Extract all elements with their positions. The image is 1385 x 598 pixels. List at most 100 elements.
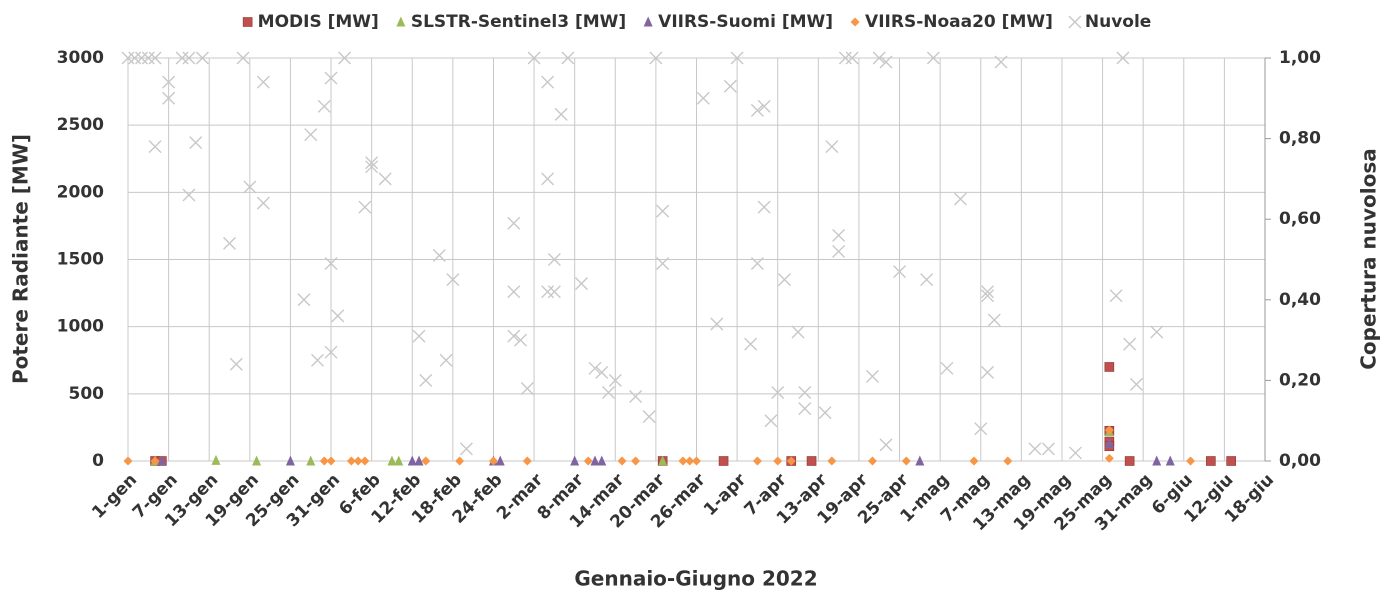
- marker-x: [317, 99, 331, 113]
- marker-x: [893, 265, 907, 279]
- marker-triangle: [597, 455, 607, 466]
- marker-x: [324, 71, 338, 85]
- marker-x: [175, 51, 189, 65]
- marker-square: [1226, 456, 1236, 466]
- marker-x: [507, 216, 521, 230]
- marker-x: [608, 373, 622, 387]
- marker-x: [602, 385, 616, 399]
- legend-label: VIIRS-Noaa20 [MW]: [865, 12, 1053, 32]
- marker-x: [595, 365, 609, 379]
- marker-x: [981, 365, 995, 379]
- marker-x: [656, 257, 670, 271]
- marker-square: [806, 456, 817, 466]
- marker-x: [1150, 325, 1164, 339]
- marker-x: [141, 51, 155, 65]
- marker-x: [520, 381, 534, 395]
- marker-x: [764, 414, 778, 428]
- marker-x: [304, 128, 318, 142]
- y2-tick-label: 0,00: [1279, 451, 1321, 471]
- marker-x: [710, 317, 724, 331]
- marker-x: [182, 51, 196, 65]
- marker-x: [838, 51, 852, 65]
- marker-x: [507, 285, 521, 299]
- marker-x: [1068, 15, 1082, 29]
- marker-x: [135, 51, 149, 65]
- marker-x: [872, 51, 886, 65]
- marker-diamond: [867, 456, 877, 466]
- marker-triangle: [157, 455, 167, 466]
- marker-square: [718, 456, 729, 466]
- marker-x: [832, 244, 846, 258]
- marker-triangle: [414, 455, 424, 466]
- y2-tick-label: 0,60: [1279, 209, 1321, 229]
- legend-label: MODIS [MW]: [258, 12, 379, 32]
- marker-triangle: [1152, 455, 1162, 466]
- marker-triangle: [285, 455, 295, 466]
- y-tick-label: 0: [92, 451, 104, 471]
- marker-x: [554, 107, 568, 121]
- marker-x: [798, 402, 812, 416]
- marker-x: [1028, 442, 1042, 456]
- marker-x: [547, 253, 561, 266]
- y-tick-label: 3000: [57, 48, 104, 68]
- marker-triangle: [643, 16, 653, 27]
- marker-diamond: [678, 456, 688, 466]
- marker-x: [1109, 289, 1123, 303]
- marker-x: [1123, 337, 1137, 351]
- y2-tick-label: 0,40: [1279, 290, 1321, 310]
- marker-x: [981, 285, 995, 299]
- marker-diamond: [455, 456, 465, 466]
- marker-x: [926, 51, 940, 65]
- marker-triangle: [407, 455, 417, 466]
- marker-x: [723, 79, 737, 93]
- marker-x: [953, 192, 967, 206]
- marker-x: [981, 289, 995, 303]
- marker-triangle: [1104, 438, 1114, 449]
- marker-x: [757, 200, 771, 214]
- marker-diamond: [685, 456, 695, 466]
- marker-x: [1129, 377, 1143, 391]
- marker-diamond: [1186, 456, 1196, 466]
- legend-label: Nuvole: [1085, 12, 1151, 32]
- marker-x: [527, 51, 541, 65]
- marker-triangle: [658, 455, 668, 466]
- legend: MODIS [MW] SLSTR-Sentinel3 [MW] VIIRS-Suom…: [242, 12, 1151, 32]
- marker-x: [656, 204, 670, 218]
- marker-square: [1206, 456, 1216, 466]
- marker-x: [311, 353, 324, 367]
- marker-diamond: [631, 456, 641, 466]
- y2-axis-title: Copertura nuvolosa: [1357, 148, 1381, 370]
- marker-diamond: [326, 456, 336, 466]
- marker-x: [649, 51, 663, 65]
- marker-diamond: [901, 456, 911, 466]
- marker-x: [297, 293, 311, 307]
- marker-diamond: [1003, 456, 1013, 466]
- marker-diamond: [488, 456, 498, 466]
- marker-diamond: [752, 456, 762, 466]
- marker-diamond: [150, 456, 160, 466]
- marker-x: [879, 438, 893, 452]
- marker-x: [223, 236, 237, 250]
- y-tick-label: 500: [69, 384, 105, 404]
- marker-diamond: [360, 456, 370, 466]
- marker-diamond: [827, 456, 837, 466]
- marker-x: [128, 51, 142, 65]
- y2-tick-label: 0,80: [1279, 129, 1321, 149]
- marker-x: [324, 257, 338, 271]
- marker-diamond: [421, 456, 431, 466]
- marker-triangle: [306, 455, 316, 466]
- marker-x: [324, 345, 338, 359]
- marker-x: [419, 373, 433, 387]
- marker-diamond: [773, 456, 783, 466]
- marker-x: [432, 248, 446, 262]
- marker-x: [256, 196, 270, 210]
- marker-x: [920, 273, 934, 287]
- marker-x: [574, 277, 588, 291]
- marker-diamond: [123, 456, 133, 466]
- marker-x: [865, 369, 879, 383]
- y2-tick-label: 1,00: [1279, 48, 1321, 68]
- marker-triangle: [570, 455, 580, 466]
- marker-diamond: [319, 456, 329, 466]
- marker-x: [791, 325, 805, 339]
- marker-x: [541, 172, 555, 186]
